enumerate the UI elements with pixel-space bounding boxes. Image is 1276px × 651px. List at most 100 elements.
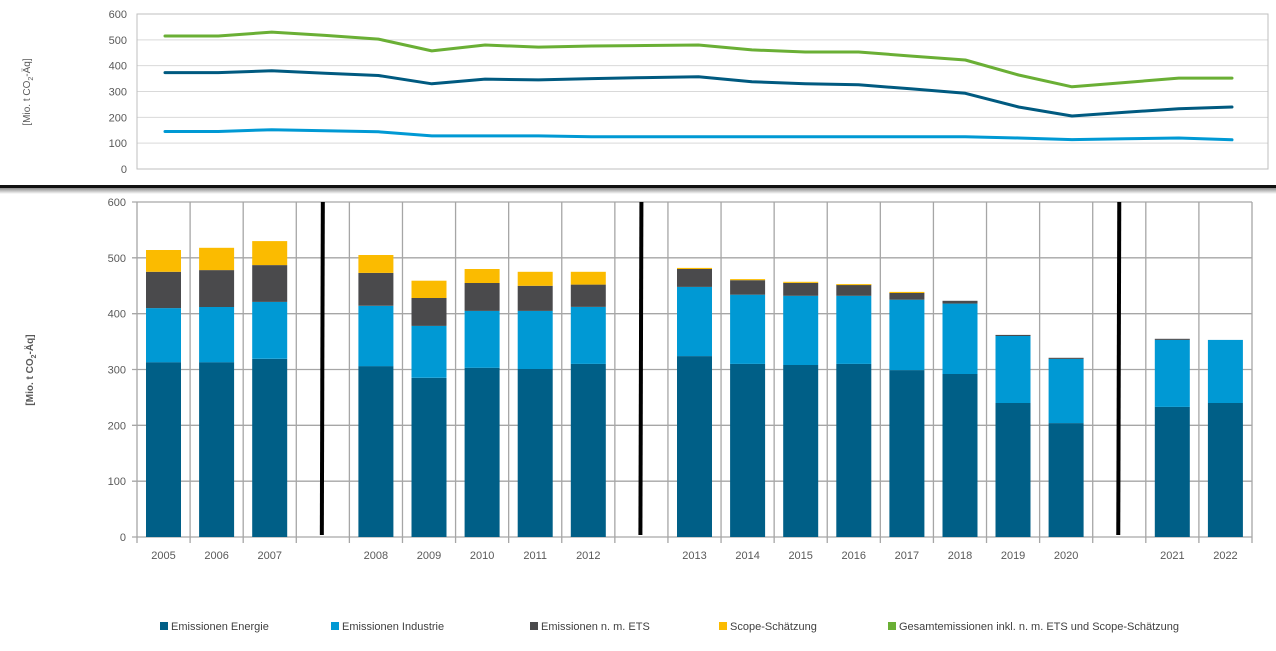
bar-segment-2006-3 xyxy=(199,247,235,271)
bar-segment-2012-1 xyxy=(570,307,606,364)
legend-label: Emissionen Energie xyxy=(171,621,269,633)
legend-swatch xyxy=(719,622,727,630)
line-series-1 xyxy=(163,69,1234,118)
legend-swatch xyxy=(331,622,339,630)
line-chart-y-tick-label: 300 xyxy=(109,87,127,99)
legend-label: Emissionen n. m. ETS xyxy=(541,621,650,633)
bar-segment-2011-3 xyxy=(517,271,553,286)
bar-segment-2015-2 xyxy=(783,283,819,296)
bar-segment-2010-3 xyxy=(464,269,500,283)
bar-segment-2008-3 xyxy=(358,255,394,273)
line-chart-plot-area xyxy=(136,13,1269,170)
bar-segment-2014-0 xyxy=(730,363,766,537)
bar-segment-2011-2 xyxy=(517,285,553,311)
bar-segment-2012-3 xyxy=(570,271,606,285)
bar-segment-2015-1 xyxy=(783,295,819,365)
bar-segment-2021-2 xyxy=(1154,338,1190,340)
bar-chart-x-tick-label: 2021 xyxy=(1160,550,1184,562)
legend-item: Emissionen Energie xyxy=(160,621,269,633)
bar-segment-2009-1 xyxy=(411,325,447,378)
bar-segment-2006-1 xyxy=(199,307,235,363)
bar-chart-x-tick-label: 2015 xyxy=(788,550,812,562)
bar-segment-2016-1 xyxy=(836,295,872,364)
bar-segment-2013-3 xyxy=(677,267,712,269)
line-chart-y-tick-label: 200 xyxy=(109,112,127,124)
line-chart: 0 100 200 300 400 500 600 [Mio. t CO2-Äq] xyxy=(21,9,1269,176)
legend: Emissionen Energie Emissionen Industrie Em… xyxy=(160,621,1179,633)
line-chart-grid xyxy=(137,39,1268,144)
bar-chart-x-tick-label: 2022 xyxy=(1213,550,1237,562)
legend-label: Emissionen Industrie xyxy=(342,621,444,633)
bar-segment-2011-0 xyxy=(517,368,553,537)
chart-separator-shadow xyxy=(0,188,1276,194)
bar-segment-2007-2 xyxy=(252,265,288,302)
bar-chart-y-tick-label: 500 xyxy=(108,253,126,265)
legend-item: Emissionen Industrie xyxy=(331,621,444,633)
bar-chart-x-tick-label: 2006 xyxy=(204,550,228,562)
bar-chart-x-tick-label: 2018 xyxy=(948,550,972,562)
bar-segment-2009-3 xyxy=(411,280,447,298)
bar-segment-2010-1 xyxy=(464,310,500,368)
bar-chart-x-tick-label: 2014 xyxy=(735,550,759,562)
bar-segment-2005-1 xyxy=(146,308,181,363)
bar-segment-2017-0 xyxy=(889,370,925,537)
bar-segment-2005-2 xyxy=(146,271,181,309)
bar-chart-y-tick-label: 600 xyxy=(108,197,126,209)
bar-chart-x-tick-label: 2020 xyxy=(1054,550,1078,562)
legend-item: Gesamtemissionen inkl. n. m. ETS und Sco… xyxy=(888,621,1179,633)
bar-chart-x-tick-label: 2016 xyxy=(842,550,866,562)
legend-swatch xyxy=(530,622,538,630)
bar-chart-x-tick-label: 2012 xyxy=(576,550,600,562)
bar-segment-2015-0 xyxy=(783,365,819,537)
line-chart-y-ticks: 0 100 200 300 400 500 600 xyxy=(109,9,127,176)
line-chart-y-axis-label: [Mio. t CO2-Äq] xyxy=(21,58,35,125)
legend-label: Scope-Schätzung xyxy=(730,621,817,633)
bar-segment-2005-3 xyxy=(146,250,181,272)
legend-label: Gesamtemissionen inkl. n. m. ETS und Sco… xyxy=(899,621,1179,633)
bar-segment-2007-0 xyxy=(252,358,288,537)
bar-segment-2007-1 xyxy=(252,301,288,359)
line-chart-y-tick-label: 500 xyxy=(109,35,127,47)
bar-chart-y-axis-label: [Mio. t CO2-Äq] xyxy=(23,334,38,405)
line-chart-series xyxy=(163,30,1234,142)
bar-segment-2014-3 xyxy=(730,279,766,281)
bar-chart-y-tick-label: 400 xyxy=(108,309,126,321)
bar-chart-x-tick-label: 2005 xyxy=(151,550,175,562)
bar-segment-2020-0 xyxy=(1048,423,1084,537)
bar-segment-2014-1 xyxy=(730,294,766,364)
bar-chart-x-ticks: 2005 2006 2007 2008 2009 2010 2011 2012 2013 2014… xyxy=(151,550,1237,562)
bar-chart: 0 100 200 300 400 500 600 2005 2006 2007 2008 2009… xyxy=(23,197,1253,562)
bar-segment-2019-1 xyxy=(995,336,1031,403)
bar-segment-2010-0 xyxy=(464,367,500,537)
bar-segment-2021-1 xyxy=(1154,339,1190,407)
bar-segment-2018-0 xyxy=(942,374,978,537)
bar-segment-2017-1 xyxy=(889,299,925,371)
bar-segment-2019-0 xyxy=(995,403,1031,537)
bar-segment-2013-0 xyxy=(677,356,712,537)
bar-segment-2011-1 xyxy=(517,310,553,369)
legend-item: Scope-Schätzung xyxy=(719,621,817,633)
bar-segment-2007-3 xyxy=(252,241,288,266)
line-series-2 xyxy=(163,128,1234,142)
bar-segment-2010-2 xyxy=(464,283,500,311)
bar-chart-x-tick-label: 2010 xyxy=(470,550,494,562)
bar-segment-2008-2 xyxy=(358,272,394,306)
line-chart-y-tick-label: 0 xyxy=(121,164,127,176)
bar-chart-x-tick-label: 2007 xyxy=(257,550,281,562)
bar-segment-2020-2 xyxy=(1048,357,1084,359)
bar-chart-x-tick-label: 2017 xyxy=(895,550,919,562)
bar-chart-x-tick-label: 2013 xyxy=(682,550,706,562)
bar-chart-y-ticks: 0 100 200 300 400 500 600 xyxy=(108,197,126,544)
bar-segment-2022-0 xyxy=(1207,403,1243,537)
bar-segment-2006-0 xyxy=(199,362,235,537)
bar-segment-2009-0 xyxy=(411,377,447,537)
period-break-lines xyxy=(319,201,1122,536)
bar-segment-2012-0 xyxy=(570,363,606,537)
bar-segment-2014-2 xyxy=(730,280,766,295)
bar-chart-y-tick-label: 300 xyxy=(108,365,126,377)
bar-segment-2006-2 xyxy=(199,270,235,307)
bar-chart-y-tick-label: 0 xyxy=(120,532,126,544)
period-break-line xyxy=(638,201,644,536)
bar-chart-x-tick-label: 2011 xyxy=(523,550,547,562)
